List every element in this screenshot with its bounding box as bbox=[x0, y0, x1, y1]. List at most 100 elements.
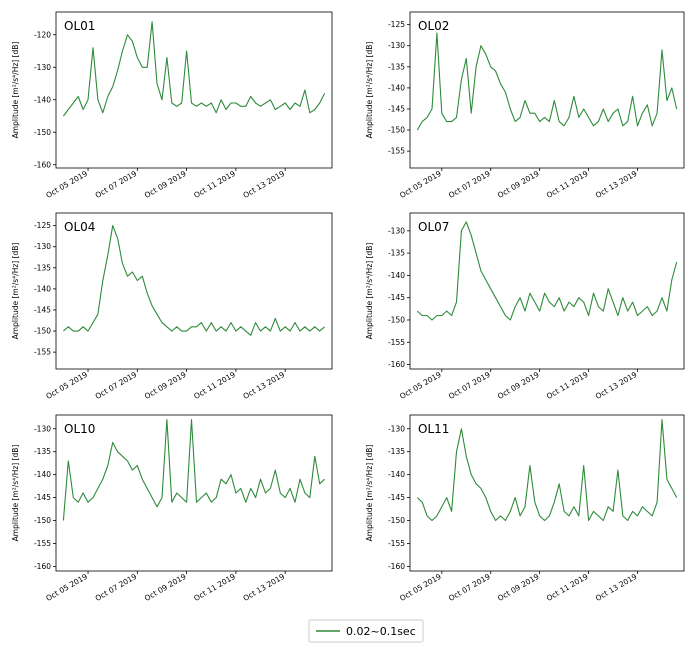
x-tick-label: Oct 05 2019 bbox=[44, 572, 89, 603]
y-axis-label: Amplitude [m²/s⁴/Hz] [dB] bbox=[11, 42, 20, 139]
y-tick-label: -140 bbox=[34, 470, 51, 479]
y-tick-label: -130 bbox=[34, 63, 51, 72]
plot-frame bbox=[55, 212, 333, 370]
x-tick-label: Oct 13 2019 bbox=[242, 370, 287, 401]
y-tick-label: -150 bbox=[388, 126, 405, 135]
y-tick-label: -140 bbox=[34, 284, 51, 293]
x-tick-label: Oct 07 2019 bbox=[447, 370, 492, 401]
y-tick-label: -135 bbox=[388, 447, 405, 456]
y-tick-label: -150 bbox=[388, 315, 405, 324]
y-axis-label: Amplitude [m²/s⁴/Hz] [dB] bbox=[365, 243, 374, 340]
y-axis-label: Amplitude [m²/s⁴/Hz] [dB] bbox=[11, 243, 20, 340]
y-tick-label: -130 bbox=[34, 242, 51, 251]
x-tick-label: Oct 13 2019 bbox=[594, 169, 639, 200]
x-tick-label: Oct 13 2019 bbox=[242, 169, 287, 200]
y-tick-label: -140 bbox=[388, 470, 405, 479]
y-tick-label: -135 bbox=[388, 249, 405, 258]
y-tick-label: -145 bbox=[388, 493, 405, 502]
plot-frame bbox=[55, 11, 333, 169]
x-tick-label: Oct 09 2019 bbox=[496, 169, 541, 200]
x-tick-label: Oct 11 2019 bbox=[192, 370, 237, 401]
y-tick-label: -150 bbox=[388, 516, 405, 525]
x-tick-label: Oct 05 2019 bbox=[44, 370, 89, 401]
panel-title: OL10 bbox=[64, 422, 95, 436]
x-tick-label: Oct 07 2019 bbox=[447, 572, 492, 603]
x-tick-label: Oct 11 2019 bbox=[192, 572, 237, 603]
y-tick-label: -155 bbox=[34, 539, 51, 548]
x-tick-label: Oct 13 2019 bbox=[594, 370, 639, 401]
y-tick-label: -155 bbox=[388, 338, 405, 347]
y-tick-label: -140 bbox=[34, 95, 51, 104]
y-tick-label: -150 bbox=[34, 128, 51, 137]
y-tick-label: -130 bbox=[388, 226, 405, 235]
x-tick-label: Oct 07 2019 bbox=[447, 169, 492, 200]
x-tick-label: Oct 07 2019 bbox=[94, 572, 139, 603]
y-tick-label: -150 bbox=[34, 516, 51, 525]
y-tick-label: -160 bbox=[34, 160, 51, 169]
y-tick-label: -130 bbox=[388, 424, 405, 433]
y-axis-label: Amplitude [m²/s⁴/Hz] [dB] bbox=[365, 42, 374, 139]
x-tick-label: Oct 11 2019 bbox=[545, 572, 590, 603]
series-line bbox=[62, 21, 326, 117]
panel-title: OL11 bbox=[418, 422, 449, 436]
y-tick-label: -135 bbox=[34, 263, 51, 272]
x-tick-label: Oct 05 2019 bbox=[398, 169, 443, 200]
panel-title: OL01 bbox=[64, 19, 95, 33]
series-line bbox=[63, 225, 325, 336]
x-tick-label: Oct 13 2019 bbox=[594, 572, 639, 603]
panel-title: OL07 bbox=[418, 220, 449, 234]
y-tick-label: -135 bbox=[388, 62, 405, 71]
y-tick-label: -145 bbox=[388, 104, 405, 113]
x-tick-label: Oct 07 2019 bbox=[94, 370, 139, 401]
legend: 0.02~0.1sec bbox=[308, 619, 424, 643]
y-tick-label: -160 bbox=[34, 562, 51, 571]
x-tick-label: Oct 13 2019 bbox=[242, 572, 287, 603]
panel-ol01: -160 -150 -140 -130 -120 Oct 05 2019 Oct 07 20… bbox=[11, 11, 333, 200]
y-tick-label: -125 bbox=[34, 221, 51, 230]
x-tick-label: Oct 09 2019 bbox=[143, 370, 188, 401]
y-tick-label: -125 bbox=[388, 20, 405, 29]
y-tick-label: -155 bbox=[388, 147, 405, 156]
legend-label: 0.02~0.1sec bbox=[346, 625, 416, 638]
plot-frame bbox=[409, 11, 685, 169]
y-tick-label: -145 bbox=[388, 293, 405, 302]
legend-box bbox=[308, 619, 424, 643]
series-line bbox=[62, 419, 325, 521]
y-tick-label: -120 bbox=[34, 30, 51, 39]
series-line bbox=[416, 419, 678, 522]
y-tick-label: -145 bbox=[34, 305, 51, 314]
x-tick-label: Oct 09 2019 bbox=[496, 370, 541, 401]
x-tick-label: Oct 05 2019 bbox=[398, 572, 443, 603]
x-tick-label: Oct 11 2019 bbox=[545, 169, 590, 200]
y-tick-label: -155 bbox=[34, 348, 51, 357]
x-tick-label: Oct 09 2019 bbox=[143, 169, 188, 200]
y-tick-label: -145 bbox=[34, 493, 51, 502]
y-tick-label: -160 bbox=[388, 562, 405, 571]
x-tick-label: Oct 07 2019 bbox=[94, 169, 139, 200]
y-tick-label: -140 bbox=[388, 83, 405, 92]
series-line bbox=[416, 221, 678, 321]
x-tick-label: Oct 09 2019 bbox=[496, 572, 541, 603]
x-tick-label: Oct 11 2019 bbox=[192, 169, 237, 200]
plot-frame bbox=[409, 414, 685, 572]
y-tick-label: -135 bbox=[34, 447, 51, 456]
y-tick-label: -150 bbox=[34, 327, 51, 336]
y-tick-label: -155 bbox=[388, 539, 405, 548]
y-axis-label: Amplitude [m²/s⁴/Hz] [dB] bbox=[365, 445, 374, 542]
plot-frame bbox=[409, 212, 685, 370]
y-axis-label: Amplitude [m²/s⁴/Hz] [dB] bbox=[11, 445, 20, 542]
y-tick-label: -140 bbox=[388, 271, 405, 280]
panel-title: OL04 bbox=[64, 220, 95, 234]
x-tick-label: Oct 05 2019 bbox=[44, 169, 89, 200]
y-tick-label: -130 bbox=[388, 41, 405, 50]
x-tick-label: Oct 11 2019 bbox=[545, 370, 590, 401]
series-line bbox=[416, 32, 678, 131]
plot-frame bbox=[55, 414, 333, 572]
y-tick-label: -130 bbox=[34, 424, 51, 433]
